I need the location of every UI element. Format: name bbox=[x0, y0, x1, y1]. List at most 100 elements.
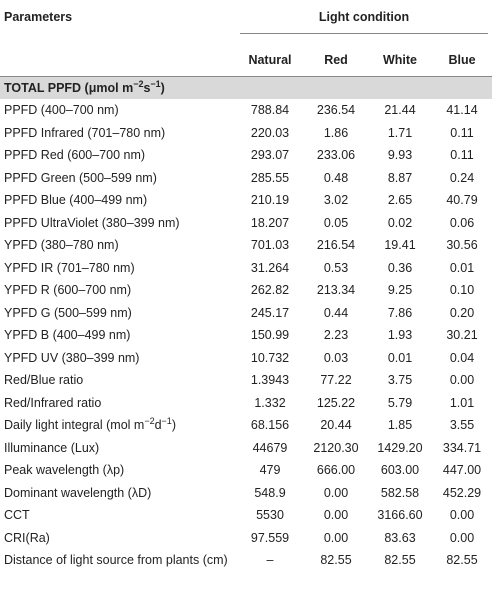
section-row: TOTAL PPFD (μmol m−2s−1) bbox=[0, 76, 492, 99]
data-row: PPFD Infrared (701–780 nm) 220.03 1.86 1.71… bbox=[0, 122, 492, 145]
row-label: PPFD Infrared (701–780 nm) bbox=[4, 125, 166, 140]
data-row: Illuminance (Lux) 44679 2120.30 1429.20 334.… bbox=[0, 437, 492, 460]
value-cell: 68.156 bbox=[250, 418, 290, 433]
row-label: Dominant wavelength (λD) bbox=[4, 485, 152, 500]
section-cell: TOTAL PPFD (μmol m−2s−1) bbox=[0, 76, 492, 99]
value-cell: 479 bbox=[259, 463, 281, 478]
header-cell: Light condition bbox=[236, 0, 492, 44]
value-cell: 9.93 bbox=[387, 148, 413, 163]
header-cell: Parameters bbox=[4, 10, 73, 24]
data-row: CCT 5530 0.00 3166.60 0.00 bbox=[0, 504, 492, 527]
value-cell: 603.00 bbox=[380, 463, 420, 478]
data-row: Dominant wavelength (λD) 548.9 0.00 582.58 4… bbox=[0, 482, 492, 505]
row-label: Daily light integral (mol m−2d−1) bbox=[0, 414, 236, 437]
value-cell: 8.87 bbox=[387, 170, 413, 185]
row-label: Illuminance (Lux) bbox=[4, 440, 100, 455]
text-part: −1 bbox=[150, 78, 161, 89]
value-cell: 0.02 bbox=[387, 215, 413, 230]
value-cell: 0.06 bbox=[449, 215, 475, 230]
value-cell: 220.03 bbox=[250, 125, 290, 140]
row-label: Distance of light source from plants (cm… bbox=[4, 553, 228, 568]
value-cell: 452.29 bbox=[442, 485, 482, 500]
data-row: YPFD IR (701–780 nm) 31.264 0.53 0.36 0.01 bbox=[0, 257, 492, 280]
value-cell: 0.05 bbox=[323, 215, 349, 230]
text-part: Daily light integral (mol m bbox=[4, 418, 145, 433]
row-label: PPFD UltraViolet (380–399 nm) bbox=[4, 215, 180, 230]
row-label: Red/Blue ratio bbox=[4, 373, 84, 388]
value-cell: 3.02 bbox=[323, 193, 349, 208]
value-cell: 1429.20 bbox=[377, 440, 423, 455]
column-header: Blue bbox=[432, 44, 492, 77]
value-cell: 0.00 bbox=[323, 508, 349, 523]
value-cell: 1.332 bbox=[254, 395, 286, 410]
row-label: CRI(Ra) bbox=[4, 530, 50, 545]
value-cell: 0.01 bbox=[387, 350, 413, 365]
value-cell: 236.54 bbox=[316, 103, 356, 118]
value-cell: 0.00 bbox=[323, 530, 349, 545]
data-row: Red/Infrared ratio 1.332 125.22 5.79 1.01 bbox=[0, 392, 492, 415]
data-row: Peak wavelength (λp) 479 666.00 603.00 447.0… bbox=[0, 459, 492, 482]
data-row: Distance of light source from plants (cm… bbox=[0, 549, 492, 572]
data-row: YPFD (380–780 nm) 701.03 216.54 19.41 30.56 bbox=[0, 234, 492, 257]
value-cell: 245.17 bbox=[250, 305, 290, 320]
data-row: PPFD Red (600–700 nm) 293.07 233.06 9.93 0.1… bbox=[0, 144, 492, 167]
value-cell: 0.01 bbox=[449, 260, 475, 275]
value-cell: 2.65 bbox=[387, 193, 413, 208]
value-cell: 213.34 bbox=[316, 283, 356, 298]
row-label: YPFD R (600–700 nm) bbox=[4, 283, 132, 298]
value-cell: 7.86 bbox=[387, 305, 413, 320]
value-cell: 0.03 bbox=[323, 350, 349, 365]
text-part: ) bbox=[160, 81, 165, 95]
row-label: PPFD Blue (400–499 nm) bbox=[4, 193, 148, 208]
value-cell: 233.06 bbox=[316, 148, 356, 163]
data-table: Parameters Light condition Natural Red Whi… bbox=[0, 0, 492, 572]
value-cell: 30.21 bbox=[446, 328, 478, 343]
data-row: Daily light integral (mol m−2d−1) 68.156 2… bbox=[0, 414, 492, 437]
data-row: Red/Blue ratio 1.3943 77.22 3.75 0.00 bbox=[0, 369, 492, 392]
value-cell: 0.04 bbox=[449, 350, 475, 365]
value-cell: 3.55 bbox=[449, 418, 475, 433]
value-cell: 83.63 bbox=[384, 530, 416, 545]
row-label: YPFD B (400–499 nm) bbox=[4, 328, 131, 343]
value-cell: 0.00 bbox=[449, 530, 475, 545]
value-cell: 0.24 bbox=[449, 170, 475, 185]
value-cell: 2.23 bbox=[323, 328, 349, 343]
value-cell: 0.20 bbox=[449, 305, 475, 320]
value-cell: 10.732 bbox=[250, 350, 290, 365]
column-header: Red bbox=[304, 44, 368, 77]
value-cell: 0.44 bbox=[323, 305, 349, 320]
value-cell: 1.85 bbox=[387, 418, 413, 433]
text-part: d bbox=[154, 418, 162, 433]
text-part: −2 bbox=[144, 416, 155, 427]
value-cell: 0.36 bbox=[387, 260, 413, 275]
column-header: Natural bbox=[236, 44, 304, 77]
value-cell: 0.00 bbox=[449, 508, 475, 523]
value-cell: – bbox=[266, 553, 274, 568]
value-cell: 41.14 bbox=[446, 103, 478, 118]
value-cell: 82.55 bbox=[384, 553, 416, 568]
text-part: ) bbox=[171, 418, 176, 433]
header-cell bbox=[0, 44, 236, 77]
value-cell: 701.03 bbox=[250, 238, 290, 253]
value-cell: 788.84 bbox=[250, 103, 290, 118]
value-cell: 5530 bbox=[256, 508, 284, 523]
value-cell: 285.55 bbox=[250, 170, 290, 185]
value-cell: 3166.60 bbox=[377, 508, 423, 523]
value-cell: 18.207 bbox=[250, 215, 290, 230]
value-cell: 0.10 bbox=[449, 283, 475, 298]
row-label: YPFD (380–780 nm) bbox=[4, 238, 119, 253]
data-row: YPFD UV (380–399 nm) 10.732 0.03 0.01 0.04 bbox=[0, 347, 492, 370]
value-cell: 2120.30 bbox=[313, 440, 359, 455]
value-cell: 0.11 bbox=[450, 125, 474, 140]
text-part: −2 bbox=[133, 78, 144, 89]
data-row: YPFD B (400–499 nm) 150.99 2.23 1.93 30.21 bbox=[0, 324, 492, 347]
data-row: CRI(Ra) 97.559 0.00 83.63 0.00 bbox=[0, 527, 492, 550]
row-label: YPFD UV (380–399 nm) bbox=[4, 350, 140, 365]
row-label: Peak wavelength (λp) bbox=[4, 463, 125, 478]
value-cell: 1.93 bbox=[387, 328, 413, 343]
value-cell: 40.79 bbox=[446, 193, 478, 208]
data-row: PPFD (400–700 nm) 788.84 236.54 21.44 41.14 bbox=[0, 99, 492, 122]
header-text: Light condition bbox=[240, 10, 489, 34]
column-header: White bbox=[368, 44, 432, 77]
